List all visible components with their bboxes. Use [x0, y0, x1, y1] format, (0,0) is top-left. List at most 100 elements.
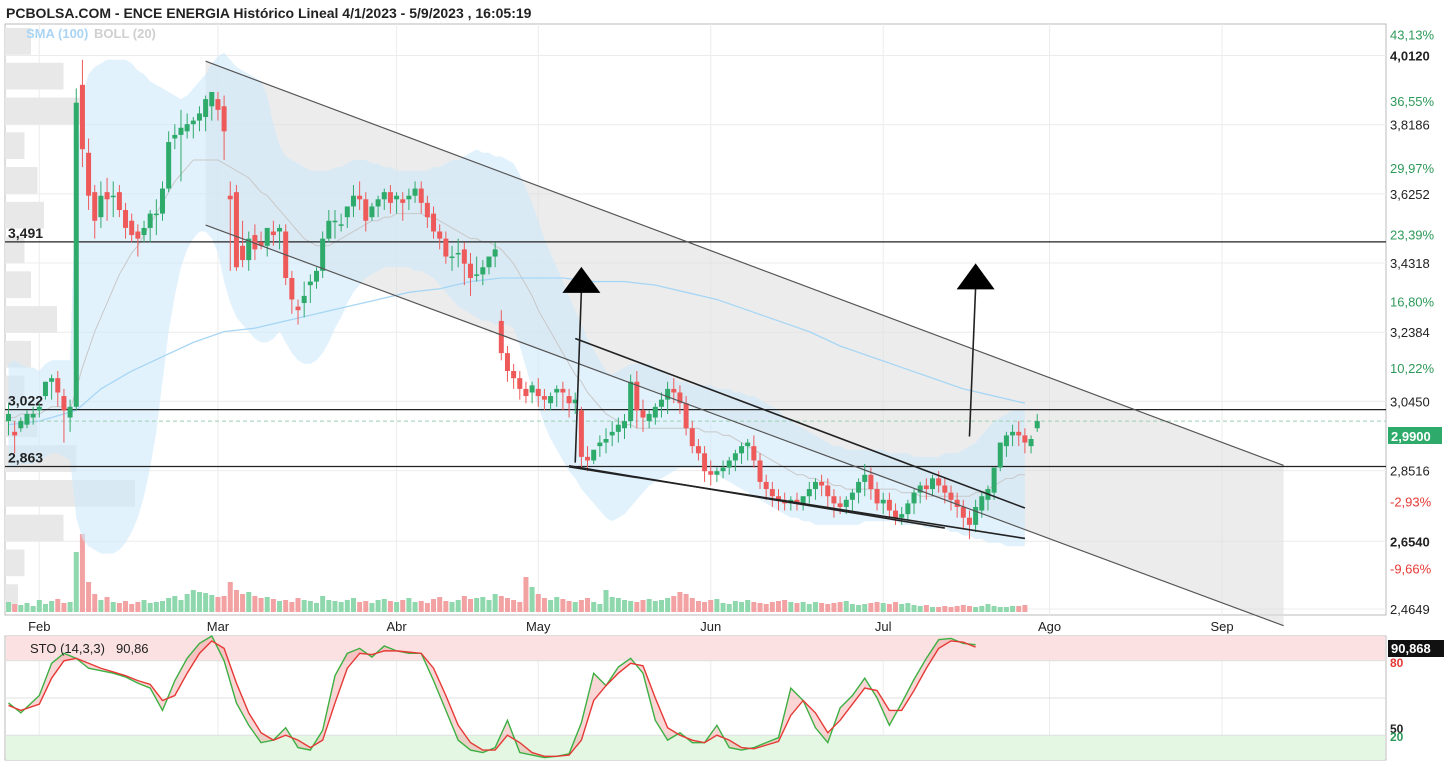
candle-body [917, 485, 923, 493]
volume-profile-bar [5, 549, 25, 577]
volume-bar [375, 600, 381, 612]
volume-bar [677, 592, 683, 612]
candle-body [264, 227, 270, 246]
candle-body [301, 295, 307, 304]
volume-bar [714, 599, 720, 612]
candle-body [73, 102, 79, 407]
candle-body [116, 192, 122, 211]
sto-badge [1388, 640, 1444, 657]
arrow-shaft [574, 290, 583, 463]
volume-bar [812, 602, 818, 612]
bollinger-band [8, 52, 1025, 554]
volume-bar [480, 597, 486, 612]
candle-body [147, 213, 153, 228]
candle-body [190, 120, 196, 125]
volume-bar [899, 604, 905, 612]
volume-bar [55, 599, 61, 612]
candle-body [794, 499, 800, 504]
candle-body [233, 192, 239, 268]
volume-bar [523, 577, 529, 612]
candle-body [757, 460, 763, 482]
volume-bar [806, 604, 812, 612]
x-tick-label: Abr [386, 619, 407, 634]
candle-body [443, 238, 449, 257]
candle-body [418, 188, 424, 203]
sto-level-50: 50 [1390, 722, 1404, 736]
volume-bar [831, 603, 837, 612]
candle-body [665, 388, 671, 400]
volume-bar [314, 603, 319, 612]
candle-body [837, 503, 843, 507]
volume-bar [566, 601, 572, 612]
volume-bar [394, 602, 400, 612]
trendline [205, 224, 1284, 627]
candle-body [511, 371, 517, 379]
candle-body [622, 421, 627, 429]
volume-bar [240, 594, 246, 612]
volume-bar [418, 601, 424, 612]
volume-bar [160, 601, 165, 612]
sto-label: STO (14,3,3) [30, 641, 105, 656]
candle-body [517, 378, 523, 389]
volume-bar [597, 604, 603, 612]
x-tick-label: Mar [207, 619, 230, 634]
candle-body [431, 213, 437, 232]
volume-bar [646, 599, 652, 612]
candle-body [936, 478, 942, 486]
volume-bar [190, 590, 196, 612]
candle-body [123, 210, 129, 228]
volume-bar [246, 592, 252, 612]
volume-bar [209, 595, 215, 612]
arrow-head [562, 266, 601, 293]
volume-bar [603, 590, 609, 612]
candle-body [868, 474, 874, 490]
candle-body [930, 478, 935, 490]
candle-body [751, 446, 757, 461]
volume-bar [24, 603, 30, 612]
volume-bar [166, 598, 172, 612]
candle-body [79, 84, 85, 150]
volume-bar [751, 602, 757, 612]
sma-legend: SMA (100) [26, 26, 88, 41]
volume-bar [49, 601, 55, 612]
candle-body [320, 238, 326, 271]
candle-body [387, 192, 393, 203]
volume-bar [585, 598, 591, 612]
y-tick-label: 4,0120 [1390, 48, 1430, 63]
volume-profile-bar [5, 514, 64, 542]
candle-body [394, 195, 400, 200]
candle-body [714, 471, 720, 475]
volume-bar [387, 601, 393, 612]
volume-bar [437, 597, 443, 612]
y-tick-label: 3,8186 [1390, 118, 1430, 133]
volume-profile-bar [5, 97, 83, 125]
candle-body [412, 188, 418, 196]
volume-bar [301, 600, 307, 612]
candle-body [295, 306, 301, 311]
sto-oversold-zone [6, 735, 1385, 760]
volume-bar [942, 606, 948, 612]
volume-bar [116, 603, 122, 612]
arrow-head [956, 263, 995, 290]
candle-body [406, 195, 412, 200]
x-tick-label: Jun [700, 619, 721, 634]
sto-level-80: 80 [1390, 656, 1404, 670]
candle-body [708, 471, 714, 475]
volume-bar [794, 603, 800, 612]
candle-body [874, 489, 880, 504]
candle-body [732, 453, 738, 461]
candle-body [726, 460, 732, 468]
candle-body [504, 353, 510, 372]
volume-bar [369, 603, 375, 612]
volume-bar [819, 603, 825, 612]
y-tick-label: 3,2384 [1390, 325, 1430, 340]
volume-bar [628, 601, 634, 612]
y-tick-label: 3,4318 [1390, 256, 1430, 271]
volume-bar [221, 596, 227, 612]
volume-bar [535, 594, 541, 612]
candle-body [966, 517, 972, 525]
candle-body [67, 406, 73, 418]
candle-body [652, 406, 658, 418]
candle-body [252, 235, 258, 250]
